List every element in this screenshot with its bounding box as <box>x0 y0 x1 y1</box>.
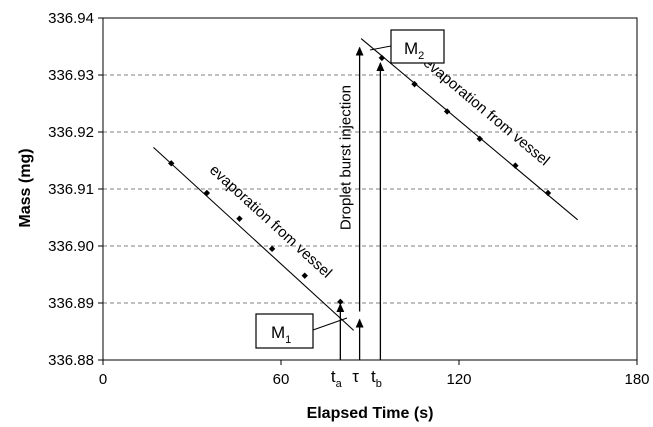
m2-label: M2 <box>404 39 424 62</box>
time-arrows <box>336 46 385 360</box>
fit-line-1 <box>153 146 355 331</box>
data-point <box>443 108 451 115</box>
x-tick-label: 0 <box>99 371 107 388</box>
injection-label: Droplet burst injection <box>338 85 355 230</box>
y-tick-label: 336.89 <box>48 295 94 312</box>
x-tick-labels: 0 60 120 180 <box>99 360 650 388</box>
data-point <box>268 245 276 253</box>
y-tick-label: 336.92 <box>48 124 94 141</box>
data-point <box>236 215 243 222</box>
data-point <box>378 54 386 62</box>
data-point <box>476 135 483 143</box>
y-tick-label: 336.94 <box>48 10 94 27</box>
label-t_a: ta <box>331 367 343 390</box>
data-point <box>301 272 308 279</box>
label-tau: τ <box>352 367 359 386</box>
series-annotation: evaporation from vessel <box>206 162 335 282</box>
data-point <box>544 189 552 197</box>
data-point <box>337 298 344 306</box>
m1-label: M1 <box>271 323 291 346</box>
data-point <box>512 162 519 169</box>
fit-lines <box>153 38 579 331</box>
y-tick-label: 336.88 <box>48 352 94 369</box>
x-tick-label: 180 <box>624 371 649 388</box>
x-tick-label: 120 <box>446 371 471 388</box>
y-tick-label: 336.93 <box>48 67 94 84</box>
y-tick-label: 336.91 <box>48 181 94 198</box>
m2-box: M2 <box>369 29 445 64</box>
data-point <box>168 160 175 167</box>
y-tick-labels: 336.88 336.89 336.90 336.91 336.92 336.93 336.… <box>48 10 103 369</box>
data-points <box>168 54 552 306</box>
x-tick-label: 60 <box>273 371 290 388</box>
series-annotations: evaporation from vessel evaporation from … <box>206 54 553 281</box>
series-annotation: evaporation from vessel <box>420 54 553 169</box>
y-tick-label: 336.90 <box>48 238 94 255</box>
data-point <box>203 189 211 197</box>
m1-box: M1 <box>255 313 348 349</box>
data-point <box>411 80 418 88</box>
fit-line-2 <box>360 38 579 221</box>
label-t_b: tb <box>371 367 382 390</box>
x-axis-title: Elapsed Time (s) <box>307 405 434 422</box>
gridlines <box>103 74 637 304</box>
y-axis-title: Mass (mg) <box>17 148 34 227</box>
time-labels: ta τ tb <box>331 367 382 390</box>
